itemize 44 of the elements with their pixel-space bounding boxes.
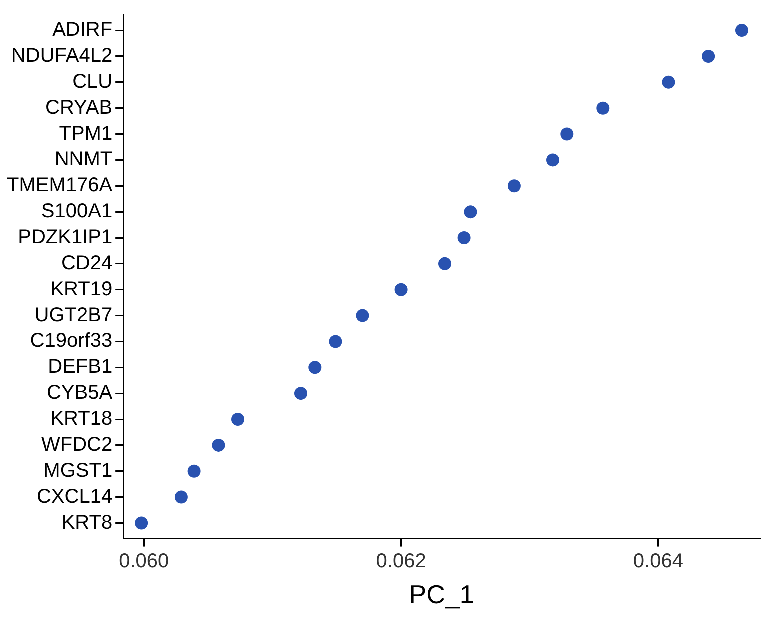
point: [546, 154, 560, 167]
y-tick-label: CLU: [72, 70, 113, 93]
point: [508, 180, 521, 193]
y-tick-label: MGST1: [44, 460, 113, 482]
y-tick-label: TPM1: [59, 122, 113, 145]
point: [212, 438, 226, 452]
y-tick-label: DEFB1: [48, 356, 113, 378]
point: [174, 490, 188, 504]
point: [232, 413, 245, 426]
point: [308, 361, 322, 374]
point: [702, 50, 716, 63]
point: [135, 516, 148, 530]
y-tick-label: C19orf33: [30, 330, 113, 352]
x-axis-title: PC_1: [409, 580, 474, 610]
point: [329, 335, 342, 348]
point: [188, 464, 201, 478]
y-tick-label: CYB5A: [46, 382, 114, 404]
point: [560, 128, 574, 141]
point: [394, 283, 408, 296]
point: [596, 102, 610, 115]
y-tick-label: NDUFA4L2: [11, 45, 113, 68]
y-tick-label: ADIRF: [52, 19, 113, 42]
y-tick-label: CXCL14: [36, 486, 113, 508]
point: [356, 309, 370, 322]
y-tick-label: CD24: [61, 252, 113, 274]
point: [294, 387, 308, 400]
y-tick-label: WFDC2: [41, 434, 113, 456]
y-tick-label: PDZK1IP1: [18, 226, 113, 249]
y-tick-label: KRT18: [50, 408, 113, 430]
point: [458, 232, 471, 245]
y-tick-label: TMEM176A: [6, 174, 114, 197]
y-tick-label: NNMT: [54, 148, 113, 171]
x-tick-label: 0.062: [376, 550, 426, 572]
y-tick-label: KRT8: [62, 512, 113, 534]
x-tick-label: 0.064: [633, 550, 684, 572]
y-tick-label: S100A1: [41, 200, 113, 223]
point: [736, 24, 748, 38]
point: [662, 76, 676, 89]
y-tick-label: CRYAB: [46, 96, 113, 119]
y-tick-label: KRT19: [50, 278, 113, 300]
point: [438, 257, 452, 270]
y-tick-label: UGT2B7: [34, 304, 113, 326]
x-tick-label: 0.060: [119, 550, 170, 572]
point: [464, 206, 478, 219]
